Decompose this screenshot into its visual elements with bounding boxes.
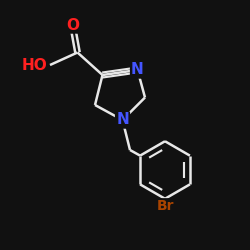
Text: N: N [131,62,144,78]
Text: O: O [66,18,79,32]
Text: N: N [116,112,129,128]
Text: Br: Br [156,199,174,213]
Text: HO: HO [22,58,48,72]
